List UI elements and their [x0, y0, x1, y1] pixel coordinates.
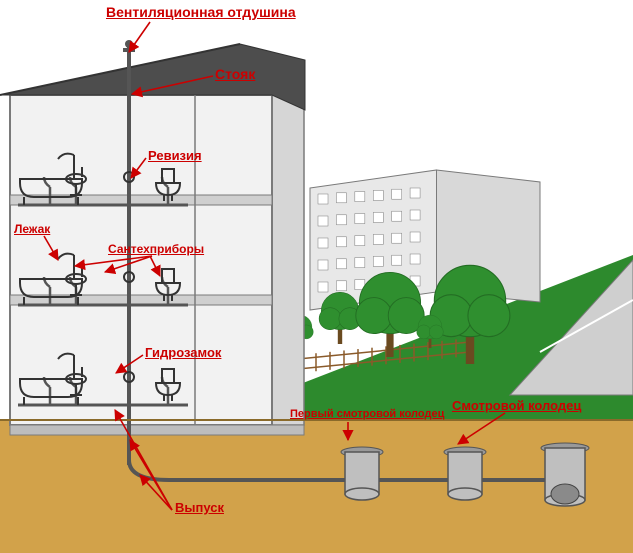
diagram-canvas — [0, 0, 633, 553]
label-riser: Стояк — [215, 66, 255, 82]
label-outlet: Выпуск — [175, 500, 224, 515]
label-lezhak: Лежак — [14, 222, 50, 236]
label-trap: Гидрозамок — [145, 345, 221, 360]
label-first_manhole: Первый смотровой колодец — [290, 408, 444, 420]
label-vent: Вентиляционная отдушина — [106, 4, 296, 20]
label-revision: Ревизия — [148, 148, 202, 163]
label-manhole: Смотровой колодец — [452, 398, 581, 413]
label-fixtures: Сантехприборы — [108, 242, 204, 256]
